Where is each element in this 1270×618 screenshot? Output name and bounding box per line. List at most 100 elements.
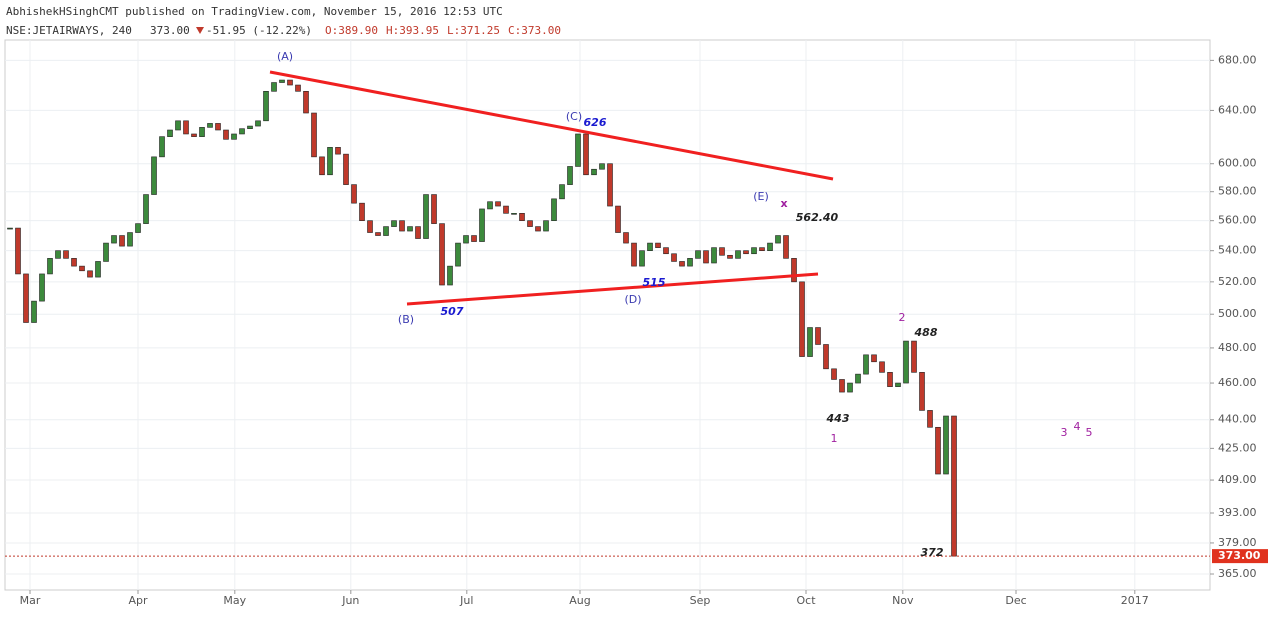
candle bbox=[135, 223, 141, 233]
annotation: 488 bbox=[914, 326, 938, 339]
candle bbox=[495, 201, 501, 207]
candle bbox=[647, 242, 653, 251]
candle bbox=[551, 198, 557, 221]
annotation: (A) bbox=[277, 50, 293, 63]
candle bbox=[639, 250, 645, 267]
candle bbox=[487, 201, 493, 210]
trendline bbox=[269, 70, 834, 181]
candle bbox=[447, 265, 453, 286]
candle bbox=[375, 232, 381, 236]
candle bbox=[831, 368, 837, 380]
x-tick-label: Sep bbox=[690, 594, 711, 607]
candle bbox=[743, 250, 749, 255]
high: H:393.95 bbox=[386, 24, 439, 37]
y-tick-label: 409.00 bbox=[1218, 473, 1257, 486]
candle bbox=[23, 273, 29, 323]
candle bbox=[223, 129, 229, 140]
candle bbox=[303, 91, 309, 114]
candle bbox=[567, 166, 573, 185]
candle bbox=[663, 247, 669, 255]
candle bbox=[479, 208, 485, 242]
candle bbox=[927, 410, 933, 428]
y-tick-label: 640.00 bbox=[1218, 103, 1257, 116]
candle bbox=[207, 123, 213, 128]
y-tick-label: 425.00 bbox=[1218, 441, 1257, 454]
trendline bbox=[406, 272, 819, 306]
annotation: 626 bbox=[584, 116, 607, 129]
annotation: x bbox=[780, 197, 787, 210]
candle bbox=[687, 258, 693, 267]
candle bbox=[39, 273, 45, 302]
candle bbox=[119, 235, 125, 247]
candle bbox=[767, 242, 773, 251]
candle bbox=[15, 227, 21, 275]
y-tick-label: 680.00 bbox=[1218, 53, 1257, 66]
candle bbox=[775, 235, 781, 244]
annotation: (C) bbox=[566, 110, 582, 123]
candle bbox=[599, 163, 605, 170]
last-price-box bbox=[1212, 549, 1268, 564]
annotation: 372 bbox=[921, 546, 944, 559]
candle bbox=[727, 254, 733, 259]
last-price-label: 373.00 bbox=[1218, 549, 1261, 562]
annotation: 5 bbox=[1086, 426, 1093, 439]
candle bbox=[415, 226, 421, 239]
y-tick-label: 520.00 bbox=[1218, 275, 1257, 288]
candle bbox=[231, 133, 237, 140]
candle bbox=[703, 250, 709, 264]
candle bbox=[399, 220, 405, 232]
candle bbox=[55, 250, 61, 259]
annotation: 2 bbox=[899, 311, 906, 324]
candle bbox=[367, 220, 373, 233]
candle bbox=[111, 235, 117, 244]
candle bbox=[175, 120, 181, 131]
candle bbox=[783, 235, 789, 259]
candle bbox=[199, 127, 205, 137]
candle bbox=[327, 147, 333, 176]
candle bbox=[679, 261, 685, 267]
change: -51.95 (-12.22%) bbox=[206, 24, 312, 37]
candle bbox=[671, 253, 677, 262]
y-tick-label: 540.00 bbox=[1218, 244, 1257, 257]
annotation: 3 bbox=[1061, 426, 1068, 439]
candle bbox=[751, 247, 757, 255]
plot-frame bbox=[4, 39, 1211, 591]
candle bbox=[31, 300, 37, 323]
candle bbox=[879, 361, 885, 373]
candle bbox=[871, 354, 877, 363]
y-tick-label: 379.00 bbox=[1218, 536, 1257, 549]
candle bbox=[575, 133, 581, 167]
annotation: (B) bbox=[398, 313, 414, 326]
candle bbox=[695, 250, 701, 259]
candle bbox=[791, 258, 797, 283]
candle bbox=[863, 354, 869, 375]
candle bbox=[847, 382, 853, 393]
candle bbox=[359, 202, 365, 221]
candle bbox=[263, 91, 269, 122]
annotation: 443 bbox=[826, 412, 850, 425]
annotation: 562.40 bbox=[796, 211, 839, 224]
candle bbox=[839, 379, 845, 393]
candle bbox=[7, 227, 13, 230]
down-arrow bbox=[196, 27, 204, 34]
candle bbox=[719, 247, 725, 256]
candle bbox=[951, 415, 957, 557]
candle bbox=[247, 125, 253, 129]
candle bbox=[823, 344, 829, 370]
candle bbox=[191, 133, 197, 137]
candle bbox=[631, 242, 637, 267]
candle bbox=[255, 120, 261, 127]
candle bbox=[271, 82, 277, 92]
candle bbox=[63, 250, 69, 259]
candle bbox=[591, 168, 597, 176]
candle bbox=[463, 235, 469, 244]
candle bbox=[239, 128, 245, 135]
candle bbox=[887, 372, 893, 387]
annotation: (E) bbox=[753, 190, 769, 203]
candle bbox=[807, 327, 813, 357]
y-tick-label: 560.00 bbox=[1218, 214, 1257, 227]
candle bbox=[607, 163, 613, 207]
candle bbox=[543, 220, 549, 232]
y-tick-label: 580.00 bbox=[1218, 185, 1257, 198]
